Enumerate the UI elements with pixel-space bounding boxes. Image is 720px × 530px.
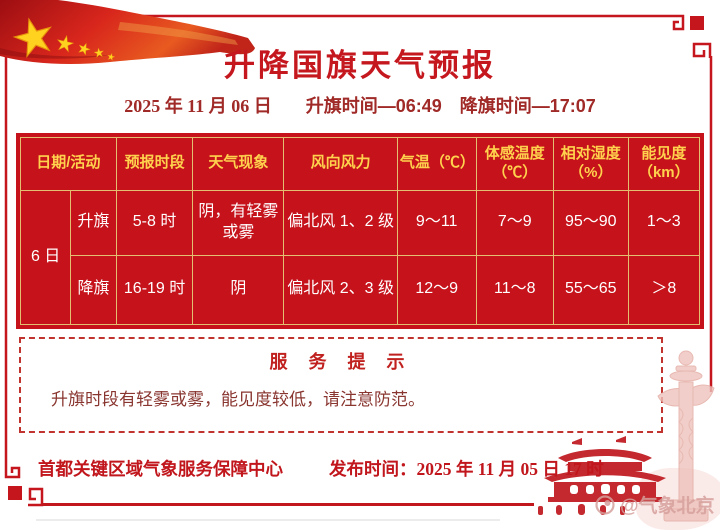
humidity-cell: 55～65 <box>552 254 629 326</box>
date-cell: 6 日 <box>19 189 72 326</box>
period-cell: 5-8 时 <box>115 189 194 256</box>
wind-cell: 偏北风 1、2 级 <box>283 189 398 256</box>
service-tips-box: 服 务 提 示 升旗时段有轻雾或雾，能见度较低，请注意防范。 <box>19 337 663 433</box>
header-visibility: 能见度（km） <box>627 137 701 191</box>
corner-fret-bottom-left-icon <box>4 466 21 479</box>
header-date-activity: 日期/活动 <box>20 137 117 191</box>
header-feels-like: 体感温度（℃） <box>475 137 554 191</box>
bottom-faint-divider <box>36 519 500 521</box>
forecast-table: 日期/活动 预报时段 天气现象 风向风力 气温（℃） 体感温度（℃） 相对湿度（… <box>16 133 704 329</box>
table-row: 6 日 升旗 5-8 时 阴，有轻雾或雾 偏北风 1、2 级 9～11 7～9 … <box>19 189 701 326</box>
lower-time: 降旗时间—17:07 <box>459 96 596 116</box>
temp-cell: 9～11 <box>396 189 477 256</box>
activity-cell: 降旗 <box>70 254 117 326</box>
publish-time-label: 发布时间： <box>329 459 417 479</box>
temp-cell: 12～9 <box>396 254 477 326</box>
weather-cell: 阴 <box>192 254 285 326</box>
dateline: 2025 年 11 月 06 日 升旗时间—06:49 降旗时间—17:07 <box>0 92 720 118</box>
brush-stroke-stars <box>0 0 255 64</box>
brush-stroke <box>0 0 255 64</box>
corner-fret-top-right-icon <box>672 14 685 31</box>
huabiao-column-icon <box>657 350 715 522</box>
forecast-date: 2025 年 11 月 06 日 <box>124 96 272 116</box>
weather-cell: 阴，有轻雾或雾 <box>192 189 285 256</box>
table-row: 降旗 16-19 时 阴 偏北风 2、3 级 12～9 11～8 55～65 ＞… <box>21 254 701 326</box>
wind-cell: 偏北风 2、3 级 <box>283 254 398 326</box>
header-weather: 天气现象 <box>192 137 285 191</box>
weibo-eye-logo-icon <box>595 494 615 515</box>
service-tips-body: 升旗时段有轻雾或雾，能见度较低，请注意防范。 <box>51 390 425 409</box>
feels-like-cell: 11～8 <box>475 254 554 326</box>
raise-time: 升旗时间—06:49 <box>305 96 442 116</box>
header-humidity: 相对湿度（%） <box>552 137 629 191</box>
watermark-handle: @气象北京 <box>620 496 715 517</box>
service-tips-title: 服 务 提 示 <box>269 352 413 372</box>
footer-divider <box>42 503 534 506</box>
header-wind: 风向风力 <box>283 137 398 191</box>
humidity-cell: 95～90 <box>552 189 629 256</box>
header-period: 预报时段 <box>115 137 194 191</box>
tiananmen-gate-icon <box>538 436 666 515</box>
visibility-cell: 1～3 <box>627 189 701 256</box>
org-name: 首都关键区域气象服务保障中心 <box>38 459 283 479</box>
page-title: 升降国旗天气预报 <box>224 48 496 83</box>
header-temp: 气温（℃） <box>396 137 477 191</box>
watermark: @气象北京 <box>594 491 715 518</box>
period-cell: 16-19 时 <box>115 254 194 326</box>
visibility-cell: ＞8 <box>627 254 701 326</box>
feels-like-cell: 7～9 <box>475 189 554 256</box>
publish-time-value: 2025 年 11 月 05 日 17 时 <box>416 459 604 479</box>
footer: 首都关键区域气象服务保障中心 发布时间：2025 年 11 月 05 日 17 时 <box>38 456 698 481</box>
table-header-row: 日期/活动 预报时段 天气现象 风向风力 气温（℃） 体感温度（℃） 相对湿度（… <box>20 137 701 191</box>
activity-cell: 升旗 <box>70 189 117 256</box>
